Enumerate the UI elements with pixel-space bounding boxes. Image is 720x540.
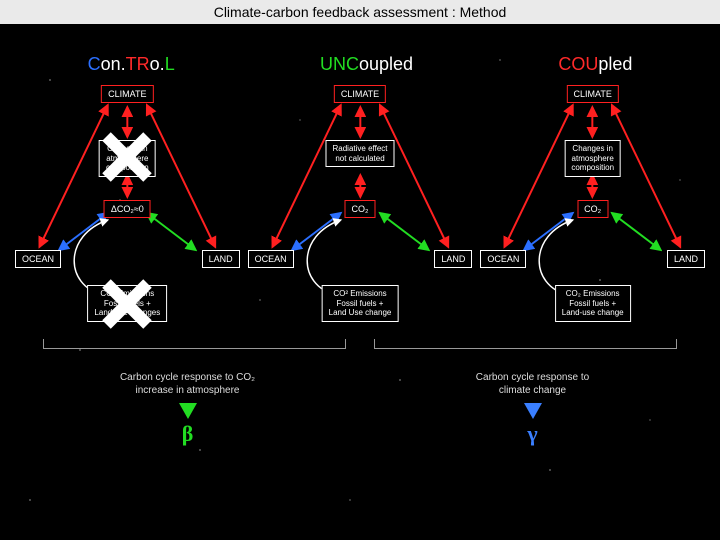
bracket-beta bbox=[43, 339, 347, 349]
slide-header: Climate-carbon feedback assessment : Met… bbox=[0, 0, 720, 24]
bracket-gamma bbox=[374, 339, 678, 349]
diagram-content: Con.TRo.L UNCoupled COUpled CLIMATE Chan… bbox=[0, 24, 720, 447]
cross-out-icon bbox=[103, 133, 151, 181]
node-co2: CO₂ bbox=[577, 200, 608, 218]
col-title-coupled: COUpled bbox=[558, 54, 632, 75]
beta-block: β bbox=[179, 403, 197, 447]
beta-arrow-icon bbox=[179, 403, 197, 419]
node-ocean: OCEAN bbox=[248, 250, 294, 268]
col-title-control: Con.TRo.L bbox=[88, 54, 175, 75]
cross-out-icon bbox=[103, 280, 151, 328]
node-co2: ΔCO₂≈0 bbox=[104, 200, 151, 218]
node-climate: CLIMATE bbox=[101, 85, 153, 103]
panel-uncoupled: CLIMATE Radiative effectnot calculated C… bbox=[248, 85, 473, 335]
gamma-arrow-icon bbox=[524, 403, 542, 419]
node-ocean: OCEAN bbox=[15, 250, 61, 268]
node-ocean: OCEAN bbox=[480, 250, 526, 268]
beta-symbol: β bbox=[179, 421, 197, 447]
feedback-labels-row: Carbon cycle response to CO₂increase in … bbox=[15, 371, 705, 397]
panel-control: CLIMATE Changes inatmospherecomposition … bbox=[15, 85, 240, 335]
feedback-gamma-text: Carbon cycle response toclimate change bbox=[374, 371, 691, 397]
feedback-beta-text: Carbon cycle response to CO₂increase in … bbox=[29, 371, 346, 397]
node-co2: CO₂ bbox=[345, 200, 376, 218]
node-land: LAND bbox=[434, 250, 472, 268]
node-emissions: CO² EmissionsFossil fuels +Land Use chan… bbox=[322, 285, 399, 322]
column-titles-row: Con.TRo.L UNCoupled COUpled bbox=[15, 54, 705, 75]
node-land: LAND bbox=[667, 250, 705, 268]
col-title-uncoupled: UNCoupled bbox=[320, 54, 413, 75]
panel-coupled: CLIMATE Changes inatmospherecomposition … bbox=[480, 85, 705, 335]
node-emissions: CO₂ EmissionsFossil fuels +Land-use chan… bbox=[555, 285, 631, 322]
gamma-block: γ bbox=[524, 403, 542, 447]
node-radiative: Radiative effectnot calculated bbox=[326, 140, 395, 167]
node-climate: CLIMATE bbox=[567, 85, 619, 103]
panels-row: CLIMATE Changes inatmospherecomposition … bbox=[15, 85, 705, 335]
brackets-row bbox=[15, 339, 705, 369]
symbols-row: β γ bbox=[15, 403, 705, 447]
slide-title: Climate-carbon feedback assessment : Met… bbox=[214, 4, 507, 20]
node-climate: CLIMATE bbox=[334, 85, 386, 103]
gamma-symbol: γ bbox=[524, 421, 542, 447]
node-radiative: Changes inatmospherecomposition bbox=[564, 140, 621, 177]
node-land: LAND bbox=[202, 250, 240, 268]
